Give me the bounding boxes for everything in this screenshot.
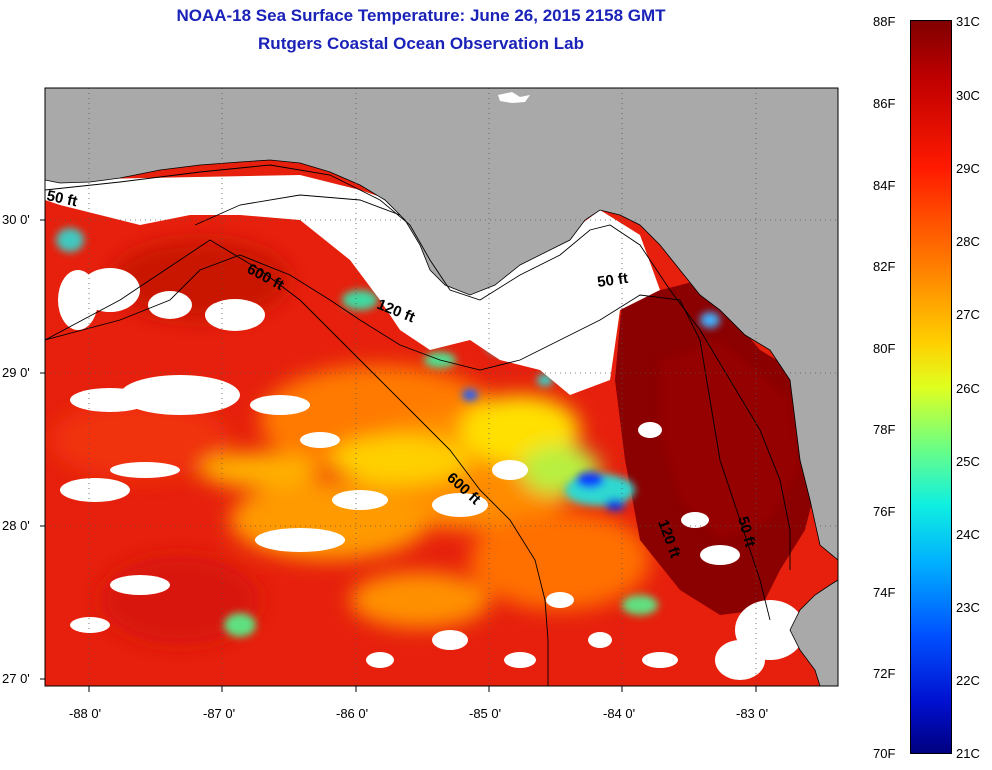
colorbar-f-label: 78F: [873, 422, 896, 437]
colorbar-f-label: 82F: [873, 259, 896, 274]
colorbar-f-label: 76F: [873, 504, 896, 519]
colorbar-c-label: 25C: [956, 454, 980, 469]
colorbar-c-label: 24C: [956, 527, 980, 542]
colorbar-c-label: 29C: [956, 161, 980, 176]
x-tick-label: -87 0': [203, 706, 236, 721]
contour-label-50ft-bigbend: 50 ft: [596, 270, 629, 291]
colorbar-f-label: 74F: [873, 585, 896, 600]
warm-shelf-core: [660, 340, 800, 540]
x-tick-label: -83 0': [736, 706, 769, 721]
colorbar-f-label: 86F: [873, 96, 896, 111]
temperature-colorbar: [910, 20, 952, 754]
colorbar-c-label: 27C: [956, 307, 980, 322]
x-tick-label: -84 0': [603, 706, 636, 721]
y-tick-label: 30 0': [2, 212, 30, 227]
x-tick-label: -88 0': [69, 706, 102, 721]
colorbar-f-label: 70F: [873, 746, 896, 761]
x-tick-label: -85 0': [469, 706, 502, 721]
colorbar-c-label: 23C: [956, 600, 980, 615]
y-tick-label: 29 0': [2, 365, 30, 380]
x-tick-label: -86 0': [336, 706, 369, 721]
lake: [498, 92, 530, 103]
colorbar-c-label: 30C: [956, 88, 980, 103]
plot-frame: [44, 87, 839, 687]
contour-label-50ft-west: 50 ft: [45, 187, 79, 210]
depth-contours: [45, 164, 791, 686]
axis-ticks: [40, 219, 757, 692]
colorbar-c-label: 22C: [956, 673, 980, 688]
colorbar-c-label: 26C: [956, 381, 980, 396]
colorbar-f-label: 72F: [873, 666, 896, 681]
sst-field: [45, 88, 838, 686]
colorbar-c-label: 28C: [956, 234, 980, 249]
y-tick-label: 27 0': [2, 671, 30, 686]
land: [45, 88, 838, 686]
colorbar-f-label: 80F: [873, 341, 896, 356]
colorbar-f-label: 88F: [873, 14, 896, 29]
colorbar-f-label: 84F: [873, 178, 896, 193]
y-tick-label: 28 0': [2, 518, 30, 533]
map-title: NOAA-18 Sea Surface Temperature: June 26…: [176, 6, 666, 25]
map-subtitle: Rutgers Coastal Ocean Observation Lab: [258, 34, 584, 53]
colorbar-c-label: 31C: [956, 14, 980, 29]
cloud-mask: [45, 175, 805, 680]
lat-lon-grid: [45, 88, 838, 686]
colorbar-c-label: 21C: [956, 746, 980, 761]
